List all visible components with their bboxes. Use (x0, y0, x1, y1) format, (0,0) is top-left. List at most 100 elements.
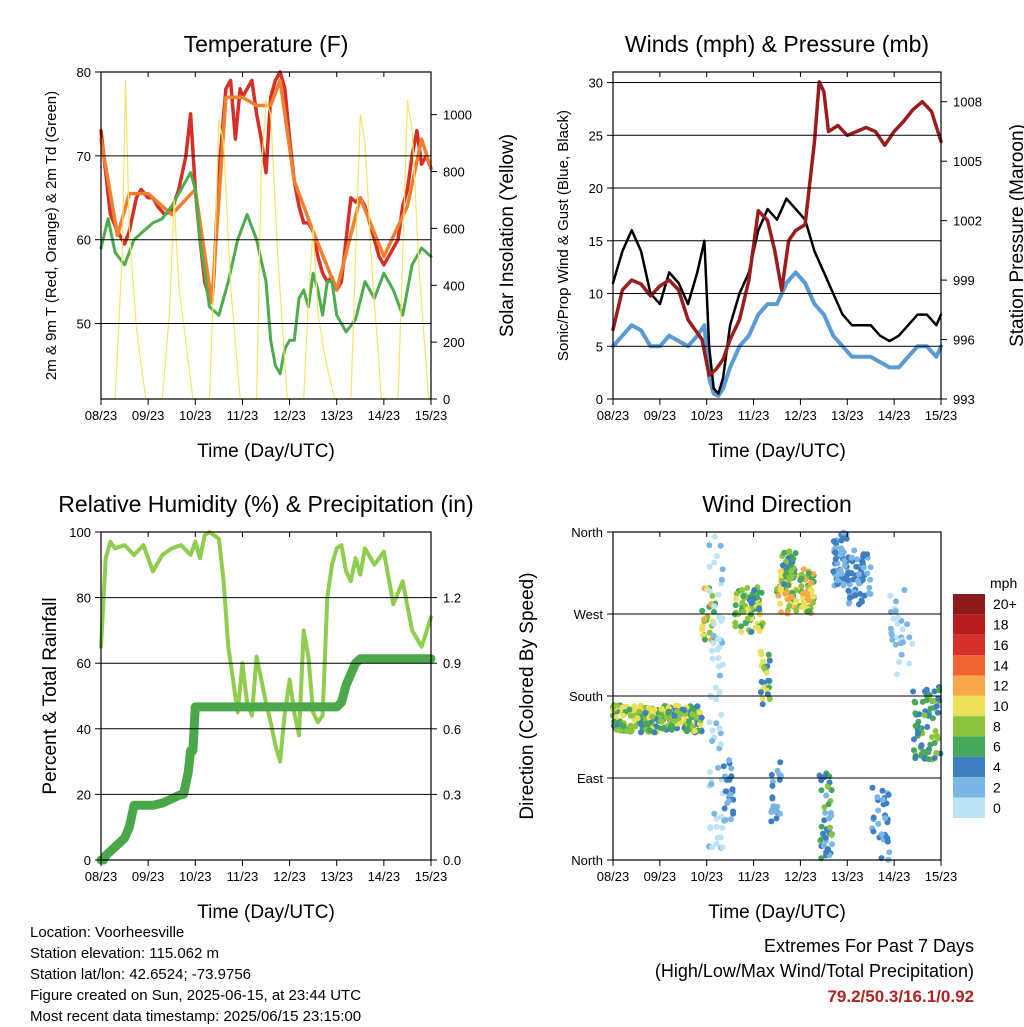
panel-title: Temperature (F) (184, 31, 349, 57)
direction-point (845, 587, 852, 594)
y-tick-label: 40 (77, 722, 91, 737)
direction-point (715, 764, 722, 771)
direction-point (830, 568, 837, 575)
direction-point (729, 786, 736, 793)
colorbar-label: 16 (993, 637, 1009, 653)
direction-point (714, 553, 720, 560)
direction-point (850, 576, 857, 583)
direction-point (825, 801, 832, 808)
direction-point (818, 777, 825, 784)
direction-point (727, 791, 734, 798)
direction-point (879, 787, 886, 794)
direction-point (893, 598, 899, 605)
direction-point (864, 570, 871, 577)
y2-tick-label: 600 (443, 221, 465, 236)
colorbar-label: 18 (993, 617, 1009, 633)
direction-point (925, 749, 932, 755)
direction-point (765, 651, 772, 658)
direction-point (748, 628, 755, 635)
direction-point (924, 724, 931, 730)
direction-point (841, 557, 848, 564)
direction-point (758, 589, 765, 596)
y-tick-label: North (571, 525, 603, 540)
direction-point (805, 570, 812, 577)
direction-point (649, 713, 656, 720)
direction-point (642, 720, 649, 727)
y2-tick-label: 200 (443, 335, 465, 350)
x-tick-label: 15/23 (925, 408, 958, 423)
direction-point (869, 784, 876, 791)
y-tick-label: West (574, 607, 604, 622)
x-tick-label: 15/23 (925, 869, 958, 884)
direction-point (715, 655, 722, 661)
y-tick-label: 60 (77, 233, 91, 248)
direction-point (931, 688, 938, 695)
direction-point (899, 639, 906, 646)
direction-point (732, 602, 739, 609)
direction-point (627, 722, 634, 729)
direction-point (821, 817, 828, 824)
direction-point (824, 783, 831, 790)
station-elevation: Station elevation: 115.062 m (30, 945, 220, 962)
direction-point (709, 727, 716, 734)
direction-point (706, 769, 713, 775)
direction-point (758, 678, 765, 685)
colorbar-label: 10 (993, 698, 1009, 714)
direction-point (649, 708, 656, 715)
direction-point (797, 577, 804, 584)
colorbar-swatch (953, 716, 985, 737)
direction-point (793, 597, 800, 604)
direction-point (728, 765, 735, 772)
direction-point (770, 803, 777, 810)
direction-point (756, 606, 762, 613)
colorbar-unit: mph (990, 575, 1017, 591)
y2-tick-label: 0 (443, 392, 450, 407)
direction-point (715, 591, 722, 598)
direction-point (709, 738, 716, 744)
y-axis-label: Direction (Colored By Speed) (517, 572, 538, 819)
direction-point (726, 775, 733, 782)
colorbar-swatch (953, 634, 985, 656)
x-tick-label: 13/23 (831, 869, 864, 884)
direction-point (846, 594, 853, 601)
direction-point (717, 741, 724, 748)
direction-point (916, 711, 923, 718)
direction-point (711, 810, 718, 817)
direction-point (757, 648, 764, 655)
direction-point (719, 566, 726, 573)
direction-point (689, 711, 696, 718)
direction-point (851, 547, 858, 554)
direction-point (636, 708, 643, 715)
direction-point (933, 750, 940, 756)
direction-point (845, 600, 852, 607)
x-tick-label: 14/23 (368, 408, 401, 423)
direction-point (691, 727, 698, 734)
direction-point (701, 636, 708, 643)
direction-point (730, 810, 737, 817)
x-tick-label: 11/23 (738, 408, 770, 423)
direction-point (841, 534, 848, 541)
colorbar-swatch (953, 675, 985, 696)
y2-tick-label: 993 (953, 392, 975, 407)
direction-point (852, 592, 859, 599)
direction-point (718, 711, 725, 718)
direction-point (802, 590, 809, 597)
direction-point (818, 823, 825, 830)
direction-point (878, 831, 885, 838)
direction-point (901, 587, 908, 593)
y2-tick-label: 1002 (953, 214, 982, 229)
x-tick-label: 10/23 (179, 869, 212, 884)
y-tick-label: 0 (596, 392, 603, 407)
direction-point (699, 626, 706, 633)
direction-point (859, 558, 866, 565)
x-tick-label: 14/23 (368, 869, 401, 884)
direction-point (808, 580, 814, 586)
colorbar-label: 2 (993, 779, 1001, 795)
direction-point (870, 828, 877, 835)
direction-point (782, 590, 788, 597)
direction-point (829, 841, 835, 848)
direction-point (739, 599, 746, 606)
panel-title: Relative Humidity (%) & Precipitation (i… (58, 491, 473, 517)
direction-point (685, 718, 692, 725)
